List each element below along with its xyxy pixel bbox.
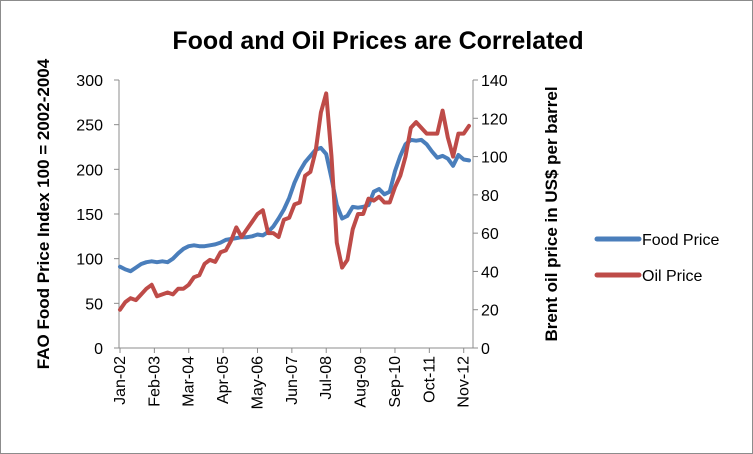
x-tick-label: May-06 (249, 356, 266, 409)
x-tick-label: Jan-02 (112, 356, 129, 405)
legend-label-oil: Oil Price (642, 268, 703, 285)
right-axis-ticks: 0 20 40 60 80 100 120 140 (473, 73, 508, 358)
plot-area (118, 80, 474, 349)
left-axis-ticks: 0 50 100 150 200 250 300 (76, 73, 119, 358)
legend-item-food: Food Price (594, 232, 719, 249)
left-tick-label: 200 (76, 162, 103, 179)
x-tick-label: Apr-05 (215, 356, 232, 404)
chart-title: Food and Oil Prices are Correlated (172, 27, 583, 55)
x-tick-label: Feb-03 (146, 356, 163, 407)
right-tick-label: 120 (481, 111, 508, 128)
right-axis-title: Brent oil price in US$ per barrel (542, 86, 561, 341)
x-tick-label: Jul-08 (318, 356, 335, 400)
left-tick-label: 300 (76, 73, 103, 90)
left-axis-title: FAO Food Price Index 100 = 2002-2004 (34, 58, 53, 369)
right-tick-label: 20 (481, 303, 499, 320)
right-tick-label: 100 (481, 150, 508, 167)
x-tick-label: Sep-10 (387, 356, 404, 408)
x-tick-label: Aug-09 (353, 356, 370, 408)
x-tick-label: Mar-04 (181, 356, 198, 407)
left-tick-label: 50 (85, 296, 103, 313)
right-tick-label: 0 (481, 341, 490, 358)
left-tick-label: 100 (76, 252, 103, 269)
legend-label-food: Food Price (642, 232, 719, 249)
left-tick-label: 250 (76, 118, 103, 135)
x-tick-label: Jun-07 (284, 356, 301, 405)
x-axis-ticks: Jan-02 Feb-03 Mar-04 Apr-05 May-06 Jun-07 Jul-… (112, 348, 473, 409)
series-lines (118, 91, 471, 312)
right-tick-label: 60 (481, 226, 499, 243)
x-tick-label: Oct-11 (421, 356, 438, 403)
legend-item-oil: Oil Price (594, 268, 703, 285)
left-tick-label: 0 (94, 341, 103, 358)
left-tick-label: 150 (76, 207, 103, 224)
right-tick-label: 80 (481, 188, 499, 205)
x-tick-label: Nov-12 (456, 356, 473, 408)
series-line-food (118, 137, 471, 274)
legend: Food Price Oil Price (594, 232, 719, 285)
series-line-oil (118, 91, 471, 312)
right-tick-label: 40 (481, 264, 499, 281)
right-tick-label: 140 (481, 73, 508, 90)
